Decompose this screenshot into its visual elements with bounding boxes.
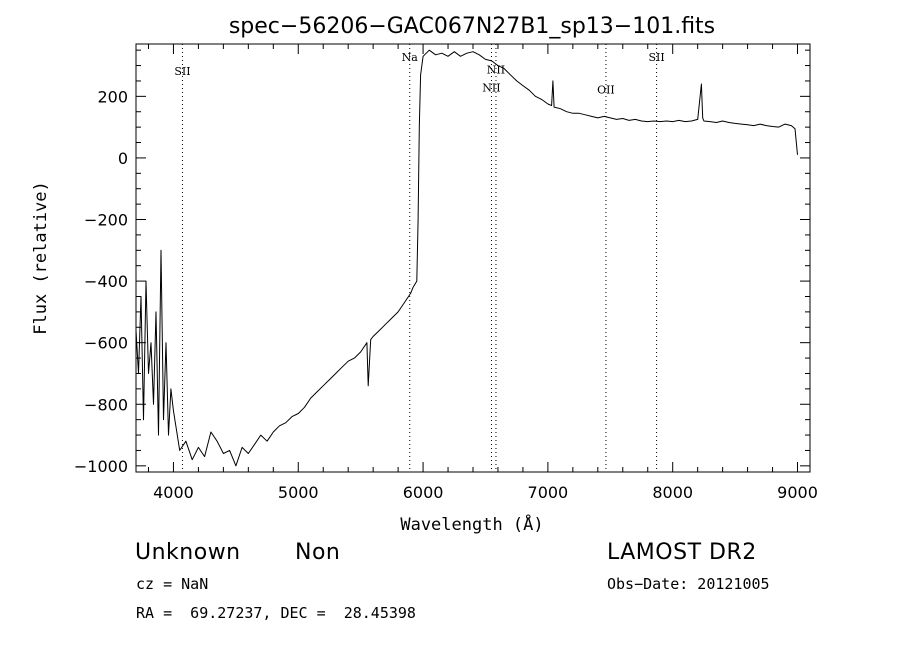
x-tick-label-1: 5000 (278, 483, 319, 502)
y-tick-label-4: −200 (84, 211, 128, 230)
y-tick-label-2: −600 (84, 334, 128, 353)
y-tick-label-6: 200 (97, 87, 128, 106)
line-label-2: NII (482, 82, 500, 95)
spectrum-line-0 (135, 49, 798, 467)
chart-title: spec−56206−GAC067N27B1_sp13−101.fits (229, 14, 715, 39)
axis-ticks (136, 44, 810, 472)
emission-line-markers: SII Na NII NII OII SII (174, 44, 665, 472)
line-label-4: OII (597, 83, 615, 96)
redshift-cz: cz = NaN (136, 575, 209, 593)
y-axis-label: Flux (relative) (31, 181, 51, 335)
plot-frame (135, 43, 811, 473)
y-tick-label-1: −800 (84, 395, 128, 414)
observation-date: Obs−Date: 20121005 (607, 575, 770, 593)
ra-dec-coordinates: RA = 69.27237, DEC = 28.45398 (136, 604, 416, 622)
y-tick-label-0: −1000 (74, 457, 128, 476)
spectrum-series (135, 49, 798, 467)
line-label-5: SII (648, 51, 664, 64)
axis-tick-labels: 4000 5000 6000 7000 8000 9000 −1000 −800 −600 −40… (74, 87, 818, 502)
survey-name: LAMOST DR2 (607, 540, 757, 565)
object-class: Unknown (135, 540, 241, 565)
x-tick-label-0: 4000 (153, 483, 194, 502)
x-tick-label-3: 7000 (528, 483, 569, 502)
x-tick-label-5: 9000 (777, 483, 818, 502)
x-tick-label-4: 8000 (652, 483, 693, 502)
y-tick-label-5: 0 (118, 149, 128, 168)
line-label-1: Na (402, 51, 419, 64)
y-tick-label-3: −400 (84, 272, 128, 291)
line-label-3: NII (487, 63, 505, 76)
x-axis-label: Wavelength (Å) (400, 513, 543, 535)
x-tick-label-2: 6000 (403, 483, 444, 502)
line-label-0: SII (174, 65, 190, 78)
object-subclass: Non (295, 540, 341, 565)
